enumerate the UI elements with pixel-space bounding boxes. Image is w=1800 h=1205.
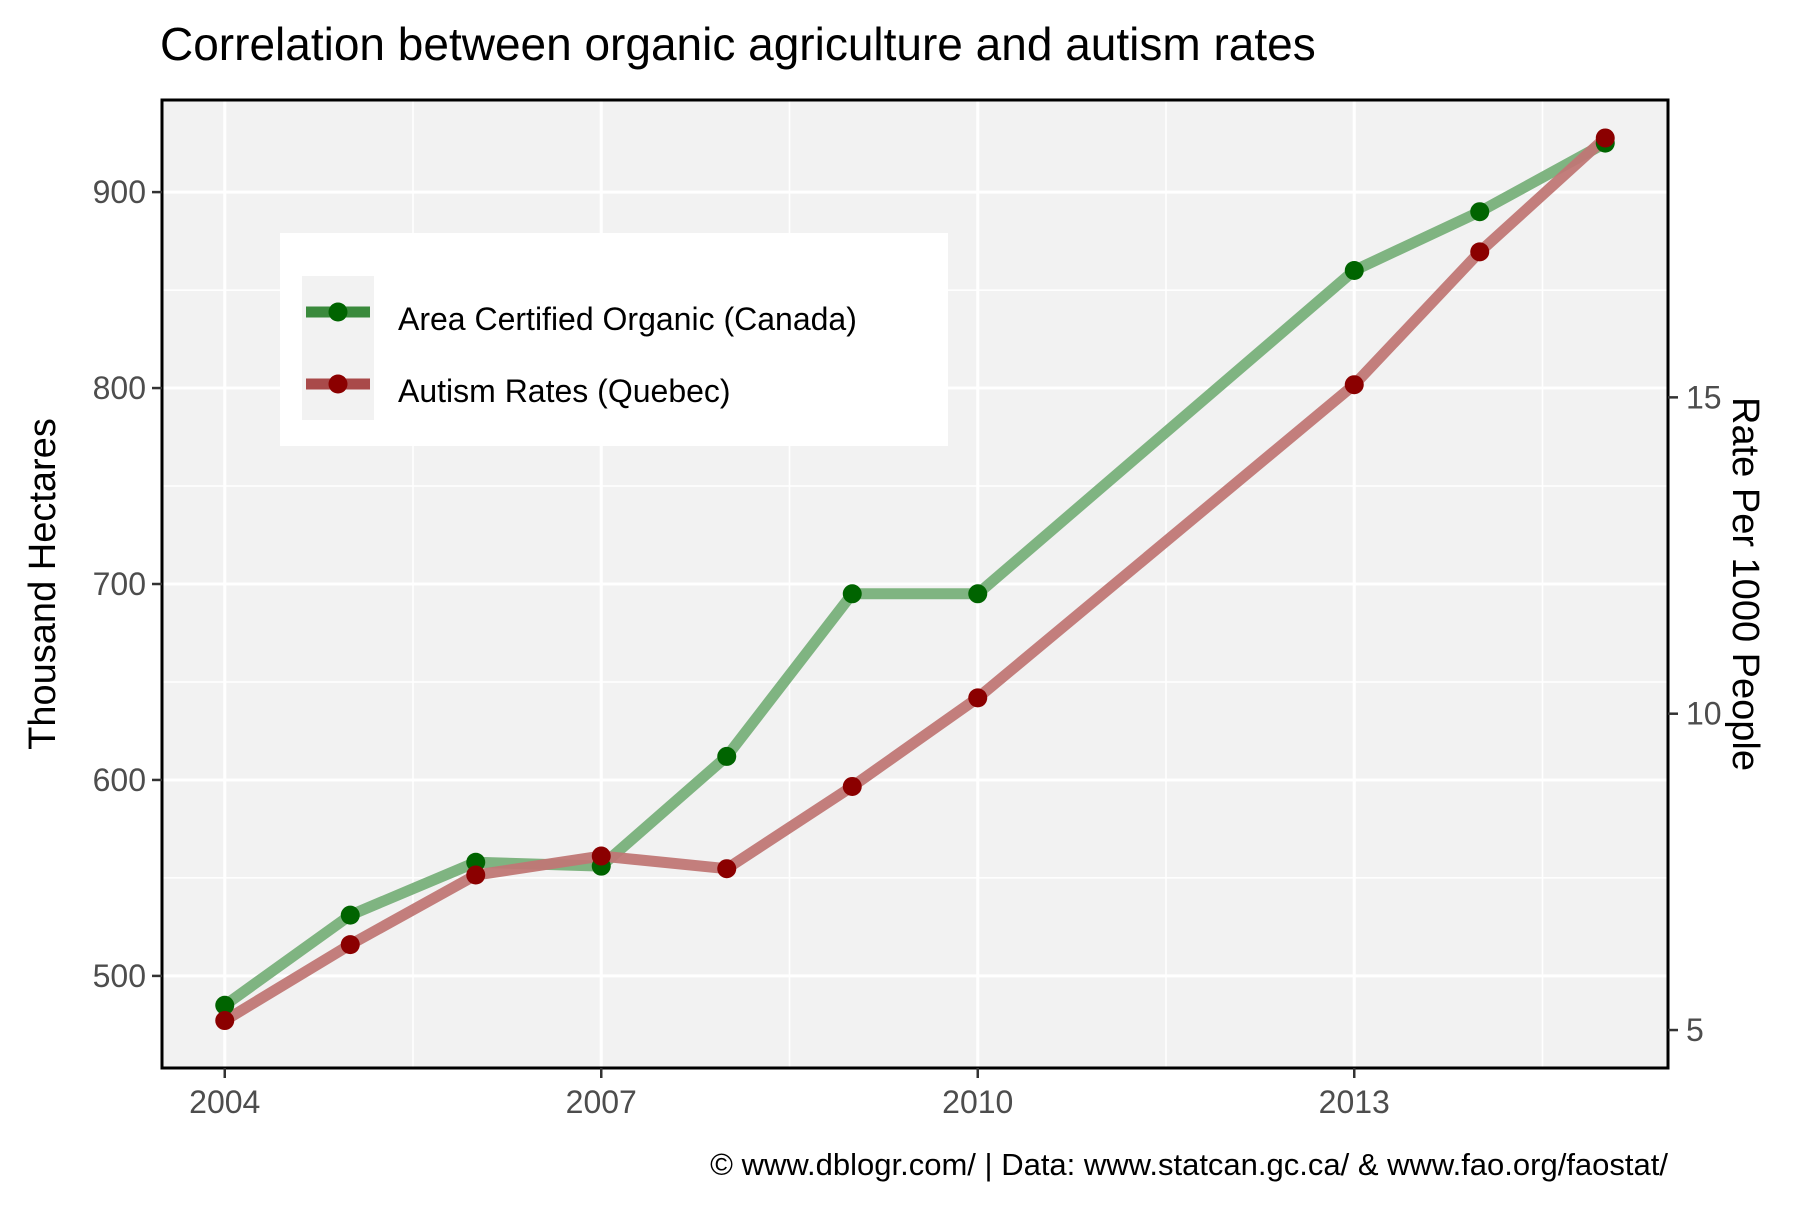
data-point-autism: [340, 935, 360, 955]
series-line-autism: [221, 133, 1609, 1026]
y2-axis-label: Rate Per 1000 People: [1724, 397, 1766, 771]
data-point-autism: [1470, 242, 1490, 262]
legend-label-autism: Autism Rates (Quebec): [398, 373, 731, 409]
x-tick-label: 2013: [1319, 1084, 1390, 1120]
data-point-organic: [842, 584, 862, 604]
legend-box: [280, 233, 948, 446]
y2-tick-label: 15: [1686, 379, 1722, 415]
data-point-autism: [215, 1011, 235, 1031]
data-point-organic: [717, 746, 737, 766]
legend-key-point-organic: [328, 302, 348, 322]
y-axis-label: Thousand Hectares: [22, 418, 64, 750]
legend: Area Certified Organic (Canada) Autism R…: [280, 233, 948, 446]
data-point-organic: [340, 905, 360, 925]
data-point-organic: [1344, 260, 1364, 280]
y-tick-label: 700: [93, 566, 146, 602]
chart-caption: © www.dblogr.com/ | Data: www.statcan.gc…: [710, 1147, 1668, 1182]
series-line-organic: [221, 138, 1608, 1010]
chart-title: Correlation between organic agriculture …: [160, 18, 1316, 70]
data-point-organic: [968, 584, 988, 604]
legend-key-point-autism: [328, 374, 348, 394]
data-point-autism: [842, 776, 862, 796]
y2-tick-label: 5: [1686, 1012, 1704, 1048]
x-tick-label: 2007: [566, 1084, 637, 1120]
x-tick-label: 2004: [189, 1084, 260, 1120]
axis-layer: 2004 2007 2010 2013 500 600 700 800 900 5 10 15: [93, 174, 1722, 1120]
data-point-autism: [1595, 128, 1615, 148]
data-point-autism: [1344, 375, 1364, 395]
data-point-autism: [466, 865, 486, 885]
y-tick-label: 500: [93, 958, 146, 994]
data-point-organic: [215, 995, 235, 1015]
x-tick-label: 2010: [942, 1084, 1013, 1120]
legend-keys: [302, 276, 374, 420]
y-tick-label: 800: [93, 370, 146, 406]
data-point-autism: [717, 859, 737, 879]
y-tick-label: 900: [93, 174, 146, 210]
series-layer: [215, 128, 1615, 1031]
data-point-organic: [1470, 202, 1490, 222]
data-point-autism: [968, 688, 988, 708]
legend-label-organic: Area Certified Organic (Canada): [398, 301, 857, 337]
y-tick-label: 600: [93, 762, 146, 798]
y2-tick-label: 10: [1686, 696, 1722, 732]
data-point-autism: [591, 846, 611, 866]
